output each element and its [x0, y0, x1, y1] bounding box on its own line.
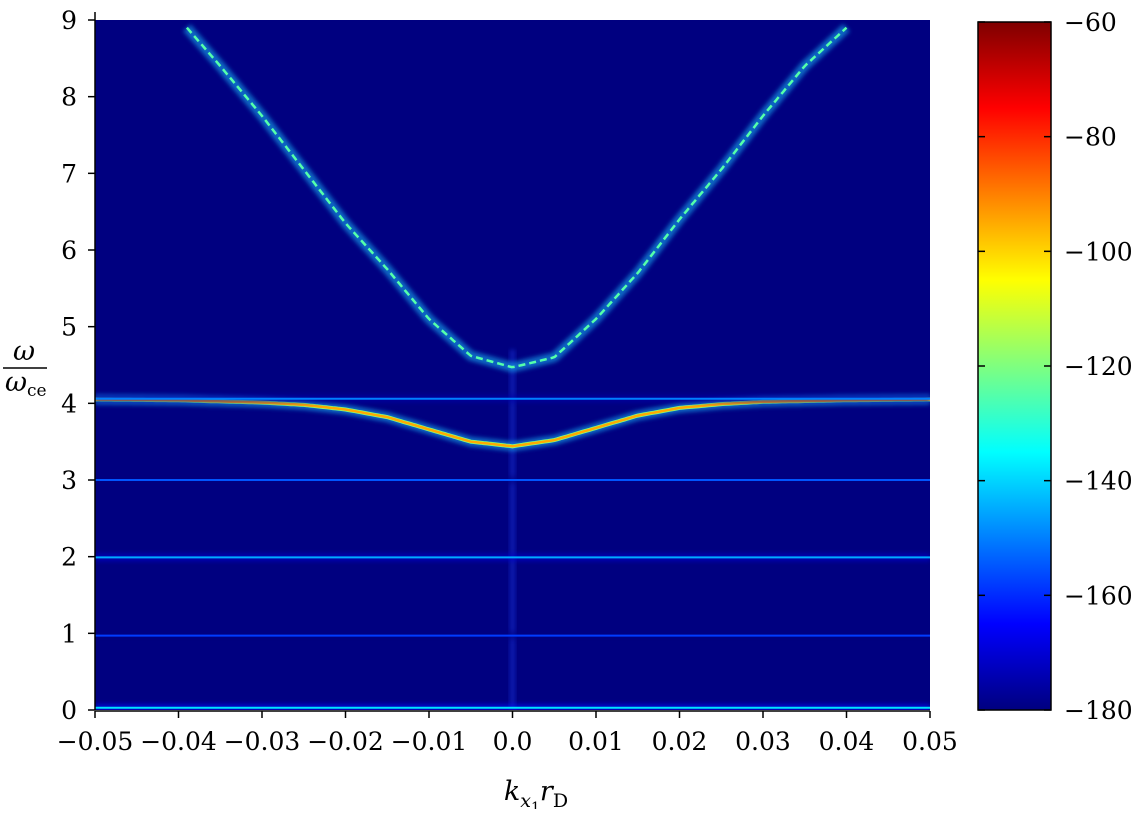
y-label-denominator: ωce — [5, 367, 47, 401]
colorbar-tick-label: −140 — [1064, 467, 1133, 496]
x-tick-label: 0.01 — [568, 727, 624, 756]
y-tick-label: 8 — [61, 83, 77, 112]
x-tick-label: −0.05 — [57, 727, 134, 756]
y-label-numerator: ω — [13, 336, 35, 367]
x-tick-label: 0.0 — [493, 727, 533, 756]
y-tick-label: 0 — [61, 696, 77, 725]
y-tick-label: 6 — [61, 236, 77, 265]
x-tick-label: 0.03 — [735, 727, 791, 756]
colorbar-tick-label: −80 — [1064, 123, 1117, 152]
y-tick-label: 7 — [61, 159, 77, 188]
x-tick-label: −0.01 — [391, 727, 468, 756]
colorbar-tick-label: −180 — [1064, 696, 1133, 725]
y-tick-label: 4 — [61, 389, 77, 418]
x-tick-label: −0.03 — [224, 727, 301, 756]
y-tick-label: 9 — [61, 6, 77, 35]
colorbar-tick-label: −100 — [1064, 237, 1133, 266]
colorbar-tick-label: −160 — [1064, 581, 1133, 610]
heatmap-center-stripe — [509, 349, 516, 710]
y-tick-label: 2 — [61, 543, 77, 572]
y-tick-label: 3 — [61, 466, 77, 495]
x-tick-label: 0.04 — [819, 727, 875, 756]
x-axis-label: kx1rD — [504, 776, 568, 809]
x-tick-label: −0.04 — [140, 727, 217, 756]
y-tick-label: 5 — [61, 313, 77, 342]
y-tick-label: 1 — [61, 619, 77, 648]
x-tick-label: −0.02 — [307, 727, 384, 756]
colorbar-tick-label: −120 — [1064, 352, 1133, 381]
branch-line-0 — [185, 26, 848, 369]
colorbar-tick-label: −60 — [1064, 8, 1117, 37]
x-tick-label: 0.02 — [652, 727, 708, 756]
x-tick-label: 0.05 — [902, 727, 958, 756]
colorbar-gradient — [978, 22, 1051, 710]
